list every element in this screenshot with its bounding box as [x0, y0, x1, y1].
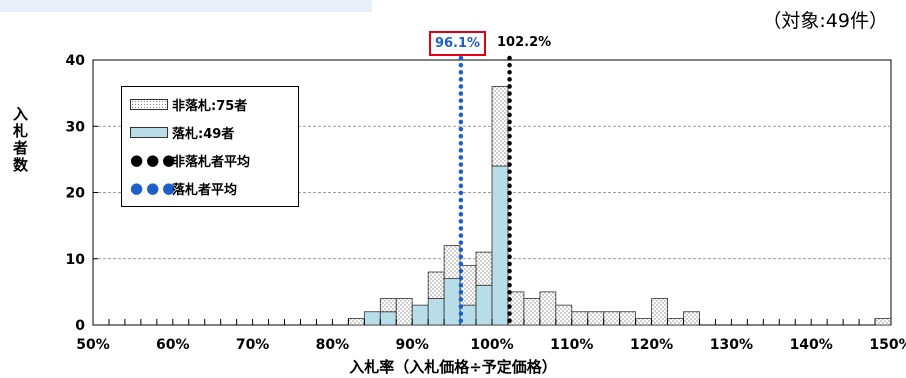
- bar-non-winner: [619, 311, 637, 326]
- legend-swatch-winner-avg: ●●●: [130, 179, 179, 197]
- bar-winner: [411, 304, 429, 326]
- bar-non-winner: [571, 311, 589, 326]
- bar-non-winner: [491, 86, 509, 167]
- legend-item-winner-avg: ●●● 落札者平均: [130, 178, 237, 198]
- bar-non-winner: [651, 298, 668, 326]
- bar-winner: [443, 278, 461, 326]
- legend-item-non-winner: 非落札:75者: [130, 94, 247, 114]
- bar-non-winner: [555, 304, 573, 326]
- bar-non-winner: [427, 271, 445, 299]
- bar-non-winner: [683, 311, 700, 326]
- y-tick-label: 20: [66, 186, 86, 202]
- legend-item-non-winner-avg: ●●● 非落札者平均: [130, 150, 250, 170]
- legend-label-winner-avg: 落札者平均: [172, 182, 238, 198]
- header-band: [0, 0, 372, 12]
- x-tick-label: 90%: [395, 337, 429, 353]
- legend: 非落札:75者 落札:49者 ●●● 非落札者平均 ●●● 落札者平均: [121, 86, 299, 207]
- bar-non-winner: [395, 298, 413, 326]
- x-tick-label: 120%: [630, 337, 673, 353]
- y-tick-label: 40: [66, 53, 86, 69]
- legend-label-non-winner: 非落札:75者: [172, 98, 248, 114]
- legend-swatch-winner: [130, 126, 168, 138]
- bar-winner: [427, 298, 445, 326]
- bar-winner: [475, 284, 493, 326]
- x-tick-label: 140%: [790, 337, 833, 353]
- x-tick-label: 60%: [156, 337, 190, 353]
- bar-winner: [491, 165, 509, 326]
- bar-non-winner: [539, 291, 557, 326]
- legend-swatch-non-winner: [130, 98, 168, 110]
- x-axis-label: 入札率（入札価格÷予定価格）: [349, 358, 557, 376]
- x-tick-label: 100%: [470, 337, 513, 353]
- bar-non-winner: [379, 298, 397, 313]
- bar-non-winner: [667, 317, 684, 326]
- bar-non-winner: [587, 311, 605, 326]
- legend-label-winner: 落札:49者: [172, 126, 235, 142]
- legend-label-non-winner-avg: 非落札者平均: [172, 154, 251, 170]
- y-axis-label: 入札者数: [11, 106, 29, 174]
- x-tick-label: 130%: [710, 337, 753, 353]
- y-tick-label: 10: [66, 252, 86, 268]
- x-tick-label: 150%: [869, 337, 906, 353]
- bar-non-winner: [635, 317, 653, 326]
- x-tick-label: 70%: [236, 337, 270, 353]
- x-tick-label: 110%: [550, 337, 593, 353]
- y-tick-label: 0: [75, 318, 85, 334]
- bar-winner: [363, 311, 381, 326]
- legend-swatch-non-winner-avg: ●●●: [130, 151, 179, 169]
- bar-non-winner: [523, 298, 541, 326]
- bar-non-winner: [347, 317, 365, 326]
- bar-non-winner: [475, 251, 493, 286]
- bar-winner: [379, 311, 397, 326]
- bar-non-winner: [443, 245, 461, 280]
- winner-average-label: 96.1%: [429, 31, 486, 56]
- x-tick-label: 80%: [316, 337, 350, 353]
- target-count-note: （対象:49件）: [762, 10, 888, 32]
- bar-non-winner: [874, 317, 892, 326]
- non-winner-average-label: 102.2%: [497, 35, 552, 50]
- x-tick-label: 50%: [76, 337, 110, 353]
- legend-item-winner: 落札:49者: [130, 122, 234, 142]
- y-tick-label: 30: [66, 119, 86, 135]
- bar-non-winner: [603, 311, 621, 326]
